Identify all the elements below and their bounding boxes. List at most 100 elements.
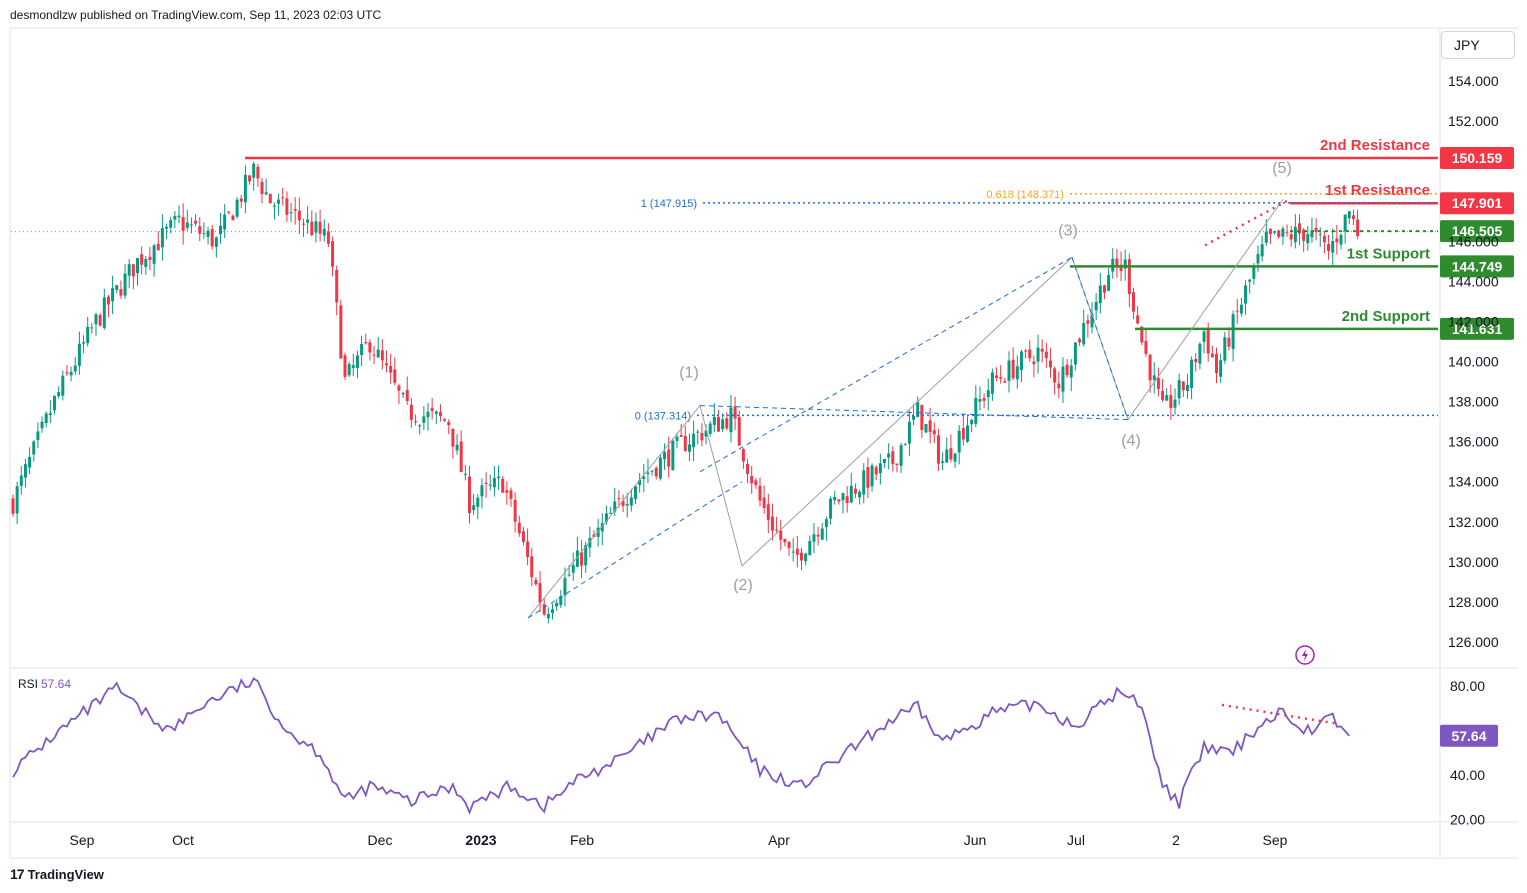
price-axis-tick: 152.000 (1448, 113, 1499, 129)
candle-body (1343, 214, 1347, 232)
candle-body (920, 405, 924, 430)
candle-body (1306, 234, 1310, 244)
candle-body (1169, 395, 1173, 409)
candle-body (1065, 364, 1069, 376)
currency-selector[interactable]: JPY (1441, 31, 1515, 59)
candle-body (1148, 354, 1152, 381)
candle-body (173, 215, 177, 220)
candle-body (1069, 365, 1073, 378)
lightning-icon[interactable] (1295, 645, 1315, 665)
candle-body (1335, 238, 1339, 243)
candle-body (804, 553, 808, 562)
candle-body (555, 602, 559, 607)
candle-body (775, 529, 779, 531)
candle-body (588, 538, 592, 548)
candle-body (1248, 279, 1252, 282)
candle-body (1298, 223, 1301, 234)
candle-body (73, 365, 77, 372)
candle-body (1347, 211, 1351, 219)
candle-body (243, 174, 247, 203)
candle-body (409, 404, 413, 420)
candle-body (949, 448, 953, 460)
candle-body (551, 609, 554, 613)
candle-body (65, 372, 69, 374)
rsi-title: RSI (18, 677, 38, 691)
candle-body (1011, 359, 1015, 379)
candle-body (90, 327, 94, 329)
candle-body (256, 166, 260, 179)
candle-body (1049, 360, 1052, 368)
rsi-axis-tick: 40.00 (1450, 767, 1485, 783)
candle-body (140, 254, 144, 265)
wave-label: (2) (733, 577, 753, 594)
channel-line (699, 256, 1073, 473)
candle-body (214, 237, 218, 247)
candle-body (700, 432, 704, 441)
candle-body (368, 342, 372, 353)
rsi-tag: 57.64 (1451, 728, 1486, 744)
candle-body (687, 444, 691, 452)
candle-body (941, 461, 945, 463)
candle-body (318, 221, 322, 234)
time-axis-tick: Dec (368, 832, 393, 848)
candle-body (106, 296, 110, 305)
candle-body (1132, 292, 1135, 312)
price-axis-tick: 134.000 (1448, 474, 1499, 490)
candle-body (1003, 381, 1007, 383)
candle-body (712, 416, 716, 425)
candle-body (115, 285, 119, 290)
candle-body (770, 516, 774, 531)
candle-body (123, 273, 127, 296)
candle-body (94, 314, 98, 325)
candle-body (447, 421, 451, 426)
candle-body (98, 315, 102, 326)
price-tag: 141.631 (1452, 321, 1503, 337)
footer-brand: 17 TradingView (10, 866, 104, 882)
candle-body (69, 371, 73, 376)
candle-body (1181, 381, 1185, 391)
candle-body (912, 415, 916, 420)
candle-body (310, 221, 314, 235)
candle-body (501, 478, 505, 493)
price-tag: 147.901 (1452, 195, 1503, 211)
candle-body (11, 498, 15, 514)
candle-body (1215, 354, 1218, 374)
candle-body (895, 463, 899, 466)
candle-body (654, 467, 658, 477)
candle-body (733, 406, 737, 419)
time-axis-tick: Feb (570, 832, 594, 848)
candle-body (683, 435, 687, 451)
candle-body (762, 497, 766, 509)
candle-body (289, 212, 293, 214)
candle-body (272, 205, 276, 207)
rsi-value-label: 57.64 (41, 677, 71, 691)
candle-body (621, 500, 625, 507)
candle-body (1252, 267, 1256, 279)
candle-body (1256, 253, 1260, 264)
level-label: 1st Support (1347, 245, 1430, 262)
candle-body (335, 269, 339, 303)
candle-body (459, 441, 463, 473)
candle-body (476, 497, 480, 507)
candle-body (966, 425, 969, 442)
axes-layer: 154.000 152.000 146.000 144.000 142.000 140.0… (70, 73, 1499, 848)
candle-body (758, 485, 762, 501)
candle-body (111, 288, 115, 302)
candle-body (405, 389, 409, 401)
time-axis-tick: 2023 (465, 832, 496, 848)
candle-body (468, 476, 471, 513)
candle-body (559, 596, 563, 606)
candle-body (206, 230, 210, 237)
candle-body (1082, 323, 1086, 345)
candle-body (704, 430, 708, 437)
candle-body (829, 498, 833, 519)
candle-body (571, 565, 575, 573)
candle-body (281, 197, 285, 199)
candle-body (451, 428, 455, 447)
candle-body (1165, 395, 1169, 401)
candle-body (999, 376, 1003, 379)
candle-body (389, 365, 393, 373)
candle-body (360, 343, 364, 356)
candle-body (675, 436, 679, 441)
